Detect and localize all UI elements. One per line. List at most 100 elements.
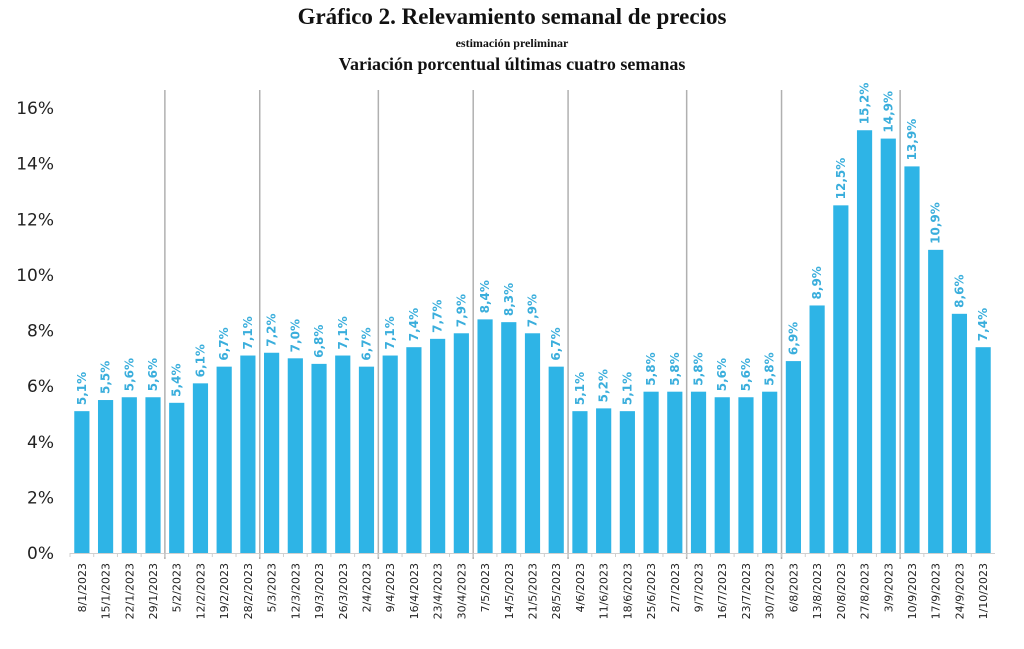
y-tick-label: 2% (27, 488, 54, 508)
x-tick-label: 28/2/2023 (242, 563, 255, 619)
chart-title: Gráfico 2. Relevamiento semanal de preci… (297, 4, 727, 29)
data-label: 8,4% (478, 280, 492, 313)
data-label: 7,4% (407, 308, 421, 341)
bar (596, 408, 612, 553)
chart-subtitle: estimación preliminar (455, 36, 569, 50)
x-tick-label: 10/9/2023 (906, 563, 919, 619)
bar (74, 411, 90, 553)
x-tick-label: 14/5/2023 (503, 563, 516, 619)
bar (833, 205, 849, 553)
data-label: 5,5% (99, 361, 113, 394)
x-tick-label: 30/7/2023 (764, 563, 777, 619)
bar (690, 391, 707, 553)
bar (97, 400, 114, 553)
y-tick-label: 14% (16, 155, 54, 175)
bar (311, 363, 327, 553)
data-label: 7,7% (431, 300, 445, 333)
x-tick-label: 23/4/2023 (432, 563, 445, 619)
data-label: 6,9% (786, 322, 800, 355)
data-label: 12,5% (834, 158, 848, 200)
data-label: 7,4% (976, 308, 990, 341)
bar (904, 166, 920, 553)
x-tick-label: 7/5/2023 (479, 563, 492, 612)
x-tick-label: 23/7/2023 (740, 563, 753, 619)
bar (501, 322, 517, 553)
bar (548, 366, 564, 553)
y-tick-label: 4% (27, 433, 54, 453)
data-label: 6,8% (312, 325, 326, 358)
x-tick-label: 2/7/2023 (669, 563, 682, 612)
bar (121, 397, 137, 553)
y-tick-label: 16% (16, 99, 54, 119)
data-label: 7,1% (383, 316, 397, 349)
bar (287, 358, 303, 553)
bar (975, 347, 991, 553)
data-label: 8,3% (502, 283, 516, 316)
bar (216, 366, 232, 553)
x-tick-label: 29/1/2023 (147, 563, 160, 619)
data-label: 5,1% (573, 372, 587, 405)
x-tick-label: 15/1/2023 (100, 563, 113, 619)
x-tick-label: 28/5/2023 (550, 563, 563, 619)
y-tick-label: 8% (27, 322, 54, 342)
data-label: 7,0% (288, 319, 302, 352)
data-label: 6,7% (549, 327, 563, 360)
data-label: 14,9% (881, 91, 895, 133)
y-tick-label: 6% (27, 377, 54, 397)
data-label: 7,1% (336, 316, 350, 349)
x-tick-label: 16/4/2023 (408, 563, 421, 619)
data-label: 6,7% (217, 327, 231, 360)
x-tick-label: 11/6/2023 (598, 563, 611, 619)
y-axis: 0% 2% 4% 6% 8% 10% 12% 14% 16% (16, 99, 995, 564)
bar (477, 319, 493, 553)
data-label: 8,6% (952, 275, 966, 308)
x-tick-label: 26/3/2023 (337, 563, 350, 619)
data-label: 8,9% (810, 266, 824, 299)
bar (430, 338, 446, 553)
x-tick-label: 1/10/2023 (977, 563, 990, 619)
data-label: 5,8% (763, 352, 777, 385)
data-label: 13,9% (905, 119, 919, 161)
x-tick-label: 4/6/2023 (574, 563, 587, 612)
x-tick-label: 20/8/2023 (835, 563, 848, 619)
data-label: 15,2% (858, 83, 872, 125)
bar (667, 391, 683, 553)
bar (785, 361, 801, 553)
x-tick-label: 19/2/2023 (218, 563, 231, 619)
x-tick-label: 13/8/2023 (811, 563, 824, 619)
data-label: 5,6% (715, 358, 729, 391)
data-label: 5,6% (122, 358, 136, 391)
x-tick-label: 2/4/2023 (360, 563, 373, 612)
bar (714, 397, 730, 553)
x-tick-label: 3/9/2023 (882, 563, 895, 612)
data-label: 10,9% (929, 202, 943, 244)
bar (192, 383, 209, 553)
bar (358, 366, 375, 553)
x-tick-label: 8/1/2023 (76, 563, 89, 612)
data-label: 6,1% (193, 344, 207, 377)
x-tick-label: 18/6/2023 (621, 563, 634, 619)
month-separators (164, 90, 901, 559)
bar (240, 355, 256, 553)
y-tick-label: 12% (16, 210, 54, 230)
data-label: 5,1% (620, 372, 634, 405)
data-label: 7,9% (526, 294, 540, 327)
bar (524, 333, 541, 553)
data-label: 5,6% (739, 358, 753, 391)
data-labels: 5,1% 5,5% 5,6% 5,6% 5,4% 6,1% 6,7% 7,1% 7,2% 7,0%… (75, 83, 990, 406)
x-axis: 8/1/2023 15/1/2023 22/1/2023 29/1/2023 5/2/2… (69, 553, 990, 619)
data-label: 7,2% (265, 313, 279, 346)
x-tick-label: 25/6/2023 (645, 563, 658, 619)
x-tick-label: 27/8/2023 (859, 563, 872, 619)
y-tick-label: 10% (16, 266, 54, 286)
bar (928, 249, 944, 553)
data-label: 5,2% (597, 369, 611, 402)
x-tick-label: 16/7/2023 (716, 563, 729, 619)
data-label: 5,8% (668, 352, 682, 385)
x-tick-label: 21/5/2023 (527, 563, 540, 619)
data-label: 7,1% (241, 316, 255, 349)
data-label: 5,8% (644, 352, 658, 385)
data-label: 5,8% (692, 352, 706, 385)
bar (762, 391, 778, 553)
